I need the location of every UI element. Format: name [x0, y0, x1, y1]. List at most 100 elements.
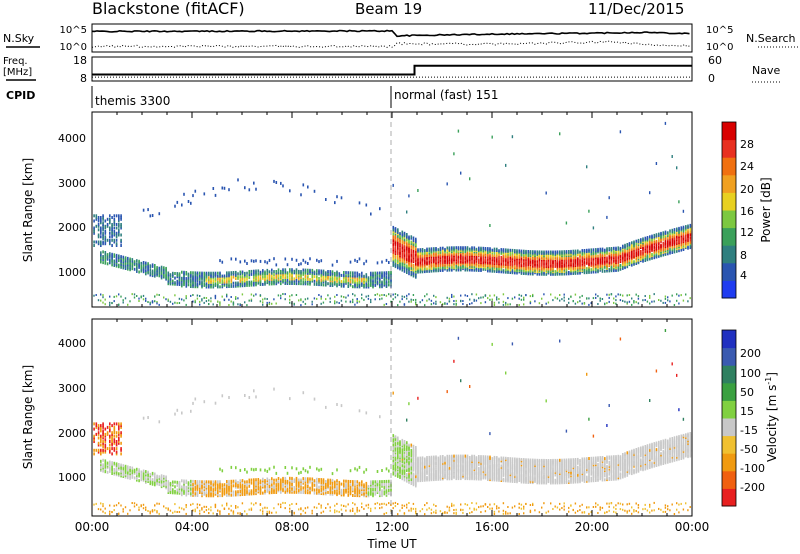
power-echo-cell — [676, 232, 678, 236]
velocity-echo-cell — [172, 488, 174, 492]
power-echo-cell — [349, 279, 352, 282]
power-echo-cell — [568, 297, 570, 300]
power-echo-cell — [145, 269, 147, 273]
power-echo-cell — [365, 279, 368, 283]
power-echo-cell — [127, 303, 129, 306]
velocity-echo-cell — [214, 488, 217, 492]
velocity-echo-cell — [266, 469, 269, 473]
power-echo-cell — [237, 281, 239, 285]
power-echo-cell — [133, 260, 136, 264]
power-echo-cell — [320, 269, 323, 273]
velocity-echo-cell — [241, 483, 244, 487]
power-echo-cell — [203, 271, 206, 275]
power-echo-cell — [210, 271, 212, 275]
power-echo-cell — [457, 255, 460, 259]
velocity-echo-cell — [223, 489, 226, 493]
power-echo-cell — [275, 279, 278, 283]
power-echo-cell — [199, 295, 201, 297]
power-echo-cell — [345, 296, 347, 299]
power-echo-cell — [570, 249, 572, 253]
power-echo-cell — [644, 236, 647, 240]
velocity-echo-cell — [102, 510, 104, 513]
power-echo-cell — [487, 297, 489, 300]
power-echo-cell — [302, 282, 305, 286]
power-echo-cell — [336, 259, 338, 263]
power-echo-cell — [239, 275, 242, 279]
velocity-echo-cell — [93, 436, 95, 440]
power-echo-cell — [356, 277, 359, 281]
velocity-echo-cell — [156, 479, 158, 483]
power-echo-cell — [543, 271, 545, 275]
power-echo-cell — [365, 285, 368, 289]
power-echo-cell — [111, 244, 113, 247]
velocity-echo-cell — [210, 506, 212, 509]
power-echo-cell — [363, 262, 365, 266]
velocity-echo-cell — [115, 465, 118, 469]
power-echo-cell — [475, 299, 478, 302]
power-echo-cell — [118, 293, 120, 296]
velocity-echo-cell — [154, 481, 156, 485]
velocity-echo-cell — [194, 397, 197, 401]
velocity-echo-cell — [217, 489, 219, 493]
velocity-echo-cell — [246, 480, 248, 484]
freq-tick-top: 18 — [73, 54, 87, 67]
power-echo-cell — [680, 226, 683, 230]
power-echo-cell — [194, 301, 196, 304]
power-echo-cell — [106, 223, 109, 226]
power-echo-cell — [291, 274, 293, 278]
velocity-echo-cell — [109, 443, 111, 447]
power-echo-cell — [624, 249, 626, 253]
power-echo-cell — [509, 256, 512, 260]
power-echo-cell — [390, 271, 392, 274]
velocity-echo-cell — [291, 503, 293, 505]
power-echo-cell — [633, 240, 635, 244]
power-echo-cell — [565, 250, 568, 254]
power-echo-cell — [365, 295, 367, 298]
power-echo-cell — [109, 304, 111, 307]
power-echo-cell — [196, 271, 199, 275]
velocity-echo-cell — [151, 471, 154, 475]
power-echo-cell — [484, 247, 487, 250]
velocity-echo-cell — [304, 489, 307, 493]
power-echo-cell — [502, 300, 505, 303]
power-echo-cell — [172, 273, 174, 277]
velocity-echo-cell — [275, 511, 277, 514]
power-echo-cell — [311, 276, 314, 280]
power-echo-cell — [536, 263, 539, 267]
power-echo-cell — [109, 240, 111, 244]
power-echo-cell — [471, 260, 473, 264]
velocity-echo-cell — [273, 488, 275, 491]
power-echo-cell — [178, 297, 181, 300]
velocity-echo-cell — [241, 479, 244, 483]
power-echo-cell — [658, 232, 660, 236]
power-echo-cell — [453, 295, 455, 298]
power-echo-cell — [102, 296, 104, 299]
velocity-echo-cell — [201, 508, 203, 511]
velocity-echo-cell — [95, 448, 98, 452]
power-echo-cell — [271, 276, 273, 280]
power-echo-cell — [151, 300, 154, 303]
power-echo-cell — [374, 294, 376, 296]
power-echo-cell — [104, 226, 107, 230]
velocity-echo-cell — [257, 478, 260, 481]
power-echo-cell — [424, 304, 426, 307]
power-echo-cell — [514, 264, 516, 268]
velocity-echo-cell — [235, 505, 237, 507]
power-echo-cell — [102, 301, 104, 304]
velocity-echo-cell — [100, 502, 102, 505]
velocity-echo-cell — [185, 504, 187, 506]
power-echo-cell — [273, 270, 275, 274]
velocity-echo-cell — [192, 479, 194, 483]
power-echo-cell — [194, 285, 197, 289]
velocity-echo-cell — [268, 488, 271, 492]
power-echo-cell — [268, 273, 271, 277]
power-echo-cell — [523, 296, 525, 299]
velocity-echo-cell — [262, 507, 264, 510]
power-echo-cell — [676, 166, 678, 170]
velocity-echo-cell — [181, 491, 183, 495]
power-echo-cell — [511, 254, 514, 258]
velocity-echo-cell — [203, 480, 206, 484]
power-echo-cell — [109, 242, 111, 246]
velocity-echo-cell — [97, 425, 100, 429]
velocity-echo-cell — [104, 440, 107, 443]
